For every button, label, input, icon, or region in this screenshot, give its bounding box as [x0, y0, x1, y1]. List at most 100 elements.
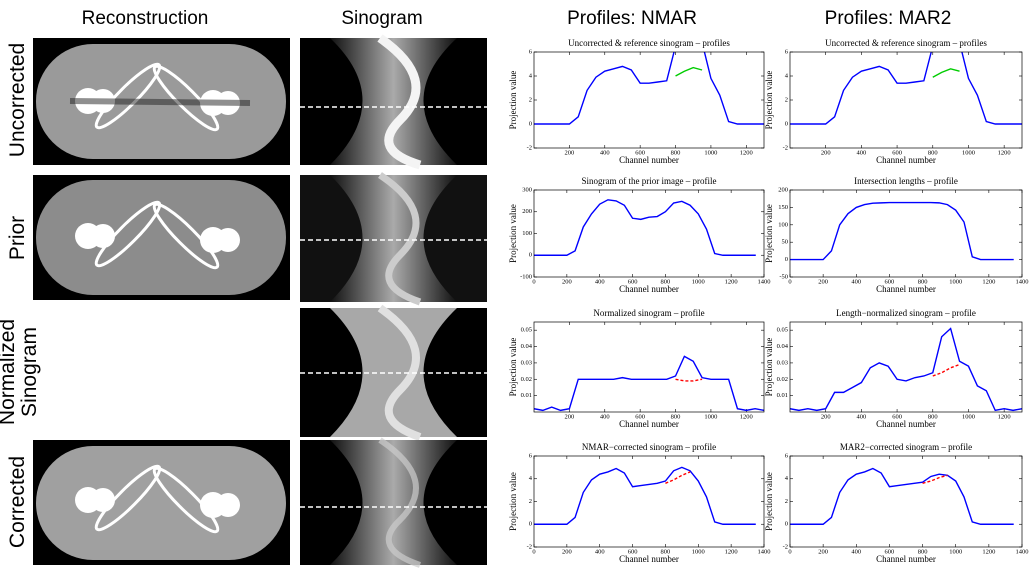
y-tick-label: 6 — [785, 452, 789, 459]
x-tick-label: 600 — [885, 548, 895, 555]
x-tick-label: 1000 — [692, 548, 705, 555]
x-tick-label: 800 — [671, 413, 681, 420]
chart-title: Length−normalized sinogram – profile — [836, 308, 976, 318]
x-tick-label: 400 — [595, 278, 605, 285]
sinogram-uncorrected — [300, 34, 487, 170]
x-tick-label: 1400 — [1016, 278, 1029, 285]
y-tick-label: 6 — [529, 452, 533, 459]
x-tick-label: 1000 — [949, 278, 962, 285]
y-tick-label: 4 — [529, 475, 533, 482]
profile-line — [932, 363, 960, 377]
profile-line — [790, 467, 1014, 525]
x-tick-label: 1200 — [998, 413, 1011, 420]
x-tick-label: 1000 — [704, 413, 717, 420]
x-tick-label: 800 — [661, 548, 671, 555]
x-tick-label: 800 — [661, 278, 671, 285]
y-tick-label: 0.05 — [777, 327, 788, 334]
x-tick-label: 200 — [821, 149, 831, 156]
profile-chart: Length−normalized sinogram – profile Chan… — [764, 308, 1023, 429]
y-tick-label: -2 — [527, 144, 532, 151]
x-axis-label: Channel number — [876, 419, 936, 429]
x-tick-label: 200 — [565, 413, 575, 420]
y-tick-label: 0.02 — [521, 376, 532, 383]
y-axis-label: Projection value — [508, 204, 518, 263]
sinogram-normalized — [300, 304, 487, 441]
profile-line — [922, 474, 948, 484]
x-tick-label: 1200 — [725, 548, 738, 555]
x-tick-label: 1000 — [692, 278, 705, 285]
x-tick-label: 200 — [562, 278, 572, 285]
y-tick-label: 4 — [785, 72, 789, 79]
x-axis-label: Channel number — [876, 284, 936, 294]
chart-title: Uncorrected & reference sinogram – profi… — [568, 38, 730, 48]
y-axis-label: Projection value — [508, 338, 518, 397]
plot-frame — [789, 189, 1023, 278]
x-tick-label: 1000 — [704, 149, 717, 156]
x-tick-label: 400 — [600, 413, 610, 420]
y-tick-label: 2 — [529, 498, 532, 505]
x-tick-label: 0 — [532, 278, 535, 285]
y-axis-label: Projection value — [508, 472, 518, 531]
profile-line — [534, 199, 756, 256]
profile-line — [932, 68, 960, 78]
x-tick-label: 600 — [892, 149, 902, 156]
chart-title: MAR2−corrected sinogram – profile — [840, 442, 972, 452]
x-tick-label: 400 — [857, 149, 867, 156]
x-tick-label: 200 — [818, 548, 828, 555]
column-header: Sinogram — [341, 8, 422, 29]
y-tick-label: 50 — [782, 239, 789, 246]
y-tick-label: 2 — [785, 498, 788, 505]
y-tick-label: 150 — [778, 204, 788, 211]
x-tick-label: 400 — [851, 548, 861, 555]
y-tick-label: 2 — [529, 96, 532, 103]
y-tick-label: 0 — [785, 256, 788, 263]
row-label: Normalized — [0, 319, 19, 425]
profile-chart: Normalized sinogram – profile Channel num… — [508, 308, 765, 429]
x-tick-label: 800 — [918, 548, 928, 555]
x-tick-label: 200 — [562, 548, 572, 555]
x-tick-label: 800 — [928, 413, 938, 420]
x-tick-label: 0 — [788, 278, 791, 285]
y-tick-label: 300 — [522, 186, 532, 193]
x-axis-label: Channel number — [619, 284, 679, 294]
y-tick-label: 2 — [785, 96, 788, 103]
y-tick-label: 4 — [785, 475, 789, 482]
profile-line — [534, 355, 764, 412]
plot-frame — [533, 455, 765, 548]
x-tick-label: 1200 — [740, 149, 753, 156]
x-tick-label: 200 — [565, 149, 575, 156]
x-tick-label: 200 — [821, 413, 831, 420]
row-label: Corrected — [6, 456, 29, 548]
x-tick-label: 400 — [600, 149, 610, 156]
plot-frame — [533, 51, 765, 149]
reconstruction-corrected — [33, 440, 290, 565]
profile-chart: Sinogram of the prior image – profile Cha… — [508, 176, 771, 294]
profile-line — [790, 327, 1022, 412]
column-header: Profiles: MAR2 — [825, 8, 952, 29]
y-tick-label: 0.01 — [777, 392, 788, 399]
x-tick-label: 400 — [595, 548, 605, 555]
y-axis-label: Projection value — [764, 204, 774, 263]
y-tick-label: 6 — [785, 48, 789, 55]
x-tick-label: 1400 — [758, 548, 771, 555]
profile-chart: Uncorrected & reference sinogram – profi… — [764, 38, 1023, 165]
column-header: Reconstruction — [82, 8, 209, 29]
y-tick-label: 0.03 — [521, 359, 532, 366]
x-tick-label: 1400 — [758, 278, 771, 285]
profile-line — [675, 378, 703, 382]
y-tick-label: -2 — [783, 543, 788, 550]
y-axis-label: Projection value — [764, 71, 774, 130]
x-tick-label: 800 — [671, 149, 681, 156]
y-tick-label: 0.03 — [777, 359, 788, 366]
y-tick-label: 0 — [785, 521, 788, 528]
chart-title: Normalized sinogram – profile — [593, 308, 704, 318]
row-label: Sinogram — [18, 327, 41, 417]
y-tick-label: 0.01 — [521, 392, 532, 399]
y-tick-label: 0.04 — [777, 343, 789, 350]
profile-line — [675, 66, 703, 77]
plot-frame — [789, 455, 1023, 548]
y-tick-label: 0.02 — [777, 376, 788, 383]
plot-frame — [533, 189, 765, 278]
row-label: Prior — [6, 216, 29, 260]
